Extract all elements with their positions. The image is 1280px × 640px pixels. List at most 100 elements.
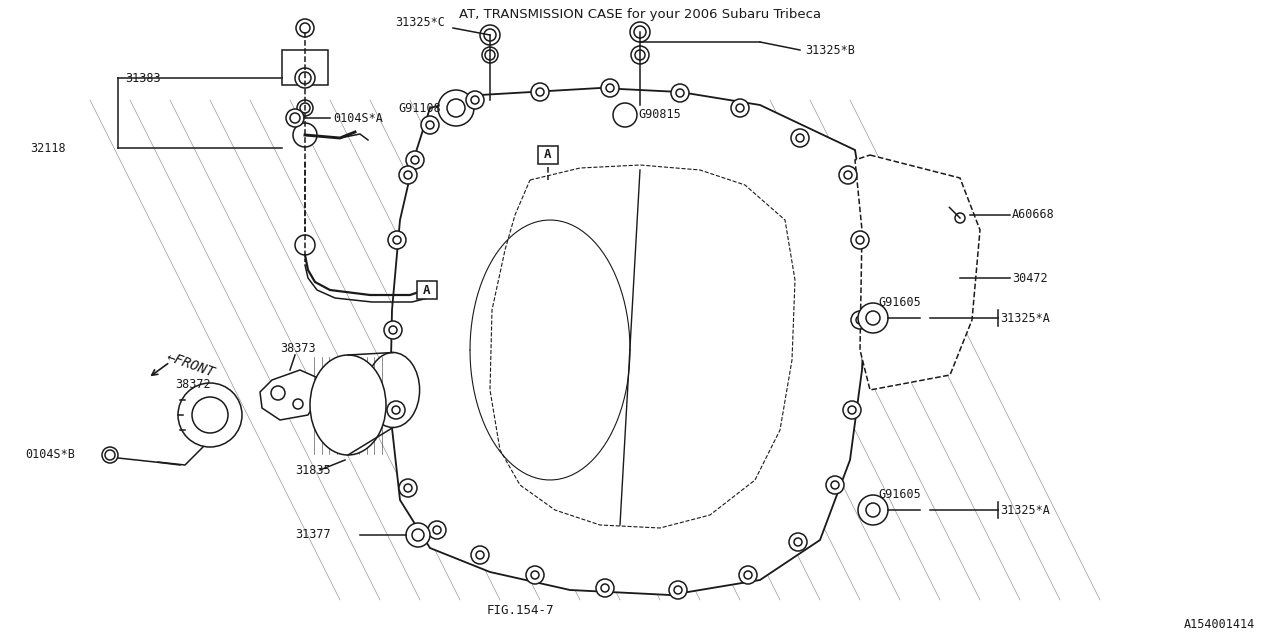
Circle shape [788, 533, 806, 551]
Circle shape [105, 450, 115, 460]
Text: G91108: G91108 [398, 102, 440, 115]
Text: 31835: 31835 [294, 463, 330, 477]
Circle shape [613, 103, 637, 127]
Circle shape [387, 401, 404, 419]
Bar [282, 50, 328, 85]
Circle shape [388, 231, 406, 249]
Circle shape [596, 579, 614, 597]
Circle shape [297, 100, 314, 116]
Circle shape [399, 166, 417, 184]
Circle shape [433, 526, 442, 534]
Circle shape [856, 316, 864, 324]
Circle shape [844, 401, 861, 419]
Circle shape [285, 109, 305, 127]
Circle shape [480, 25, 500, 45]
Text: 31377: 31377 [294, 529, 330, 541]
Text: ←FRONT: ←FRONT [165, 350, 218, 380]
Circle shape [412, 529, 424, 541]
Bar [417, 281, 436, 299]
Circle shape [411, 156, 419, 164]
Circle shape [178, 383, 242, 447]
Circle shape [476, 551, 484, 559]
Text: G91605: G91605 [878, 488, 920, 502]
Text: A60668: A60668 [1012, 209, 1055, 221]
Circle shape [291, 113, 300, 123]
Circle shape [300, 23, 310, 33]
Text: A154001414: A154001414 [1184, 618, 1254, 632]
Circle shape [731, 99, 749, 117]
Circle shape [602, 584, 609, 592]
Circle shape [192, 397, 228, 433]
Circle shape [851, 231, 869, 249]
Text: 31383: 31383 [125, 72, 160, 84]
Circle shape [404, 171, 412, 179]
Circle shape [831, 481, 838, 489]
Circle shape [102, 447, 118, 463]
Text: 32118: 32118 [29, 141, 65, 154]
Circle shape [296, 19, 314, 37]
Circle shape [293, 123, 317, 147]
Circle shape [867, 311, 881, 325]
Circle shape [675, 586, 682, 594]
Circle shape [300, 72, 311, 84]
Text: AT, TRANSMISSION CASE for your 2006 Subaru Tribeca: AT, TRANSMISSION CASE for your 2006 Suba… [460, 8, 820, 21]
Text: 31325*B: 31325*B [805, 44, 855, 56]
Circle shape [300, 103, 310, 113]
Circle shape [849, 406, 856, 414]
Circle shape [466, 91, 484, 109]
Circle shape [602, 79, 620, 97]
Circle shape [536, 88, 544, 96]
Circle shape [399, 479, 417, 497]
Circle shape [676, 89, 684, 97]
Text: 0104S*B: 0104S*B [26, 449, 74, 461]
Circle shape [867, 503, 881, 517]
Circle shape [669, 581, 687, 599]
Text: 38372: 38372 [175, 378, 211, 392]
Circle shape [851, 311, 869, 329]
Circle shape [484, 29, 497, 41]
Circle shape [791, 129, 809, 147]
Circle shape [744, 571, 753, 579]
Bar [539, 146, 558, 164]
Circle shape [393, 236, 401, 244]
Circle shape [426, 121, 434, 129]
Circle shape [955, 213, 965, 223]
Circle shape [794, 538, 803, 546]
Circle shape [294, 68, 315, 88]
Circle shape [404, 484, 412, 492]
Ellipse shape [366, 353, 420, 428]
Text: A: A [544, 148, 552, 161]
Circle shape [271, 386, 285, 400]
Text: 30472: 30472 [1012, 271, 1047, 285]
Circle shape [406, 523, 430, 547]
Circle shape [392, 406, 399, 414]
Circle shape [384, 321, 402, 339]
Circle shape [856, 236, 864, 244]
Circle shape [671, 84, 689, 102]
Circle shape [605, 84, 614, 92]
Circle shape [838, 166, 858, 184]
Circle shape [471, 546, 489, 564]
Polygon shape [390, 88, 868, 595]
Circle shape [406, 151, 424, 169]
Circle shape [293, 399, 303, 409]
Circle shape [531, 571, 539, 579]
Circle shape [858, 303, 888, 333]
Circle shape [483, 47, 498, 63]
Circle shape [421, 116, 439, 134]
Circle shape [630, 22, 650, 42]
Circle shape [389, 326, 397, 334]
Polygon shape [260, 370, 320, 420]
Text: A: A [424, 284, 431, 296]
Text: G91605: G91605 [878, 296, 920, 310]
Circle shape [294, 235, 315, 255]
Text: G90815: G90815 [637, 109, 681, 122]
Text: 31325*C: 31325*C [396, 15, 445, 29]
Polygon shape [855, 155, 980, 390]
Circle shape [428, 521, 445, 539]
Text: 38373: 38373 [280, 342, 316, 355]
Text: FIG.154-7: FIG.154-7 [486, 604, 554, 616]
Circle shape [634, 26, 646, 38]
Circle shape [858, 495, 888, 525]
Text: 31325*A: 31325*A [1000, 504, 1050, 516]
